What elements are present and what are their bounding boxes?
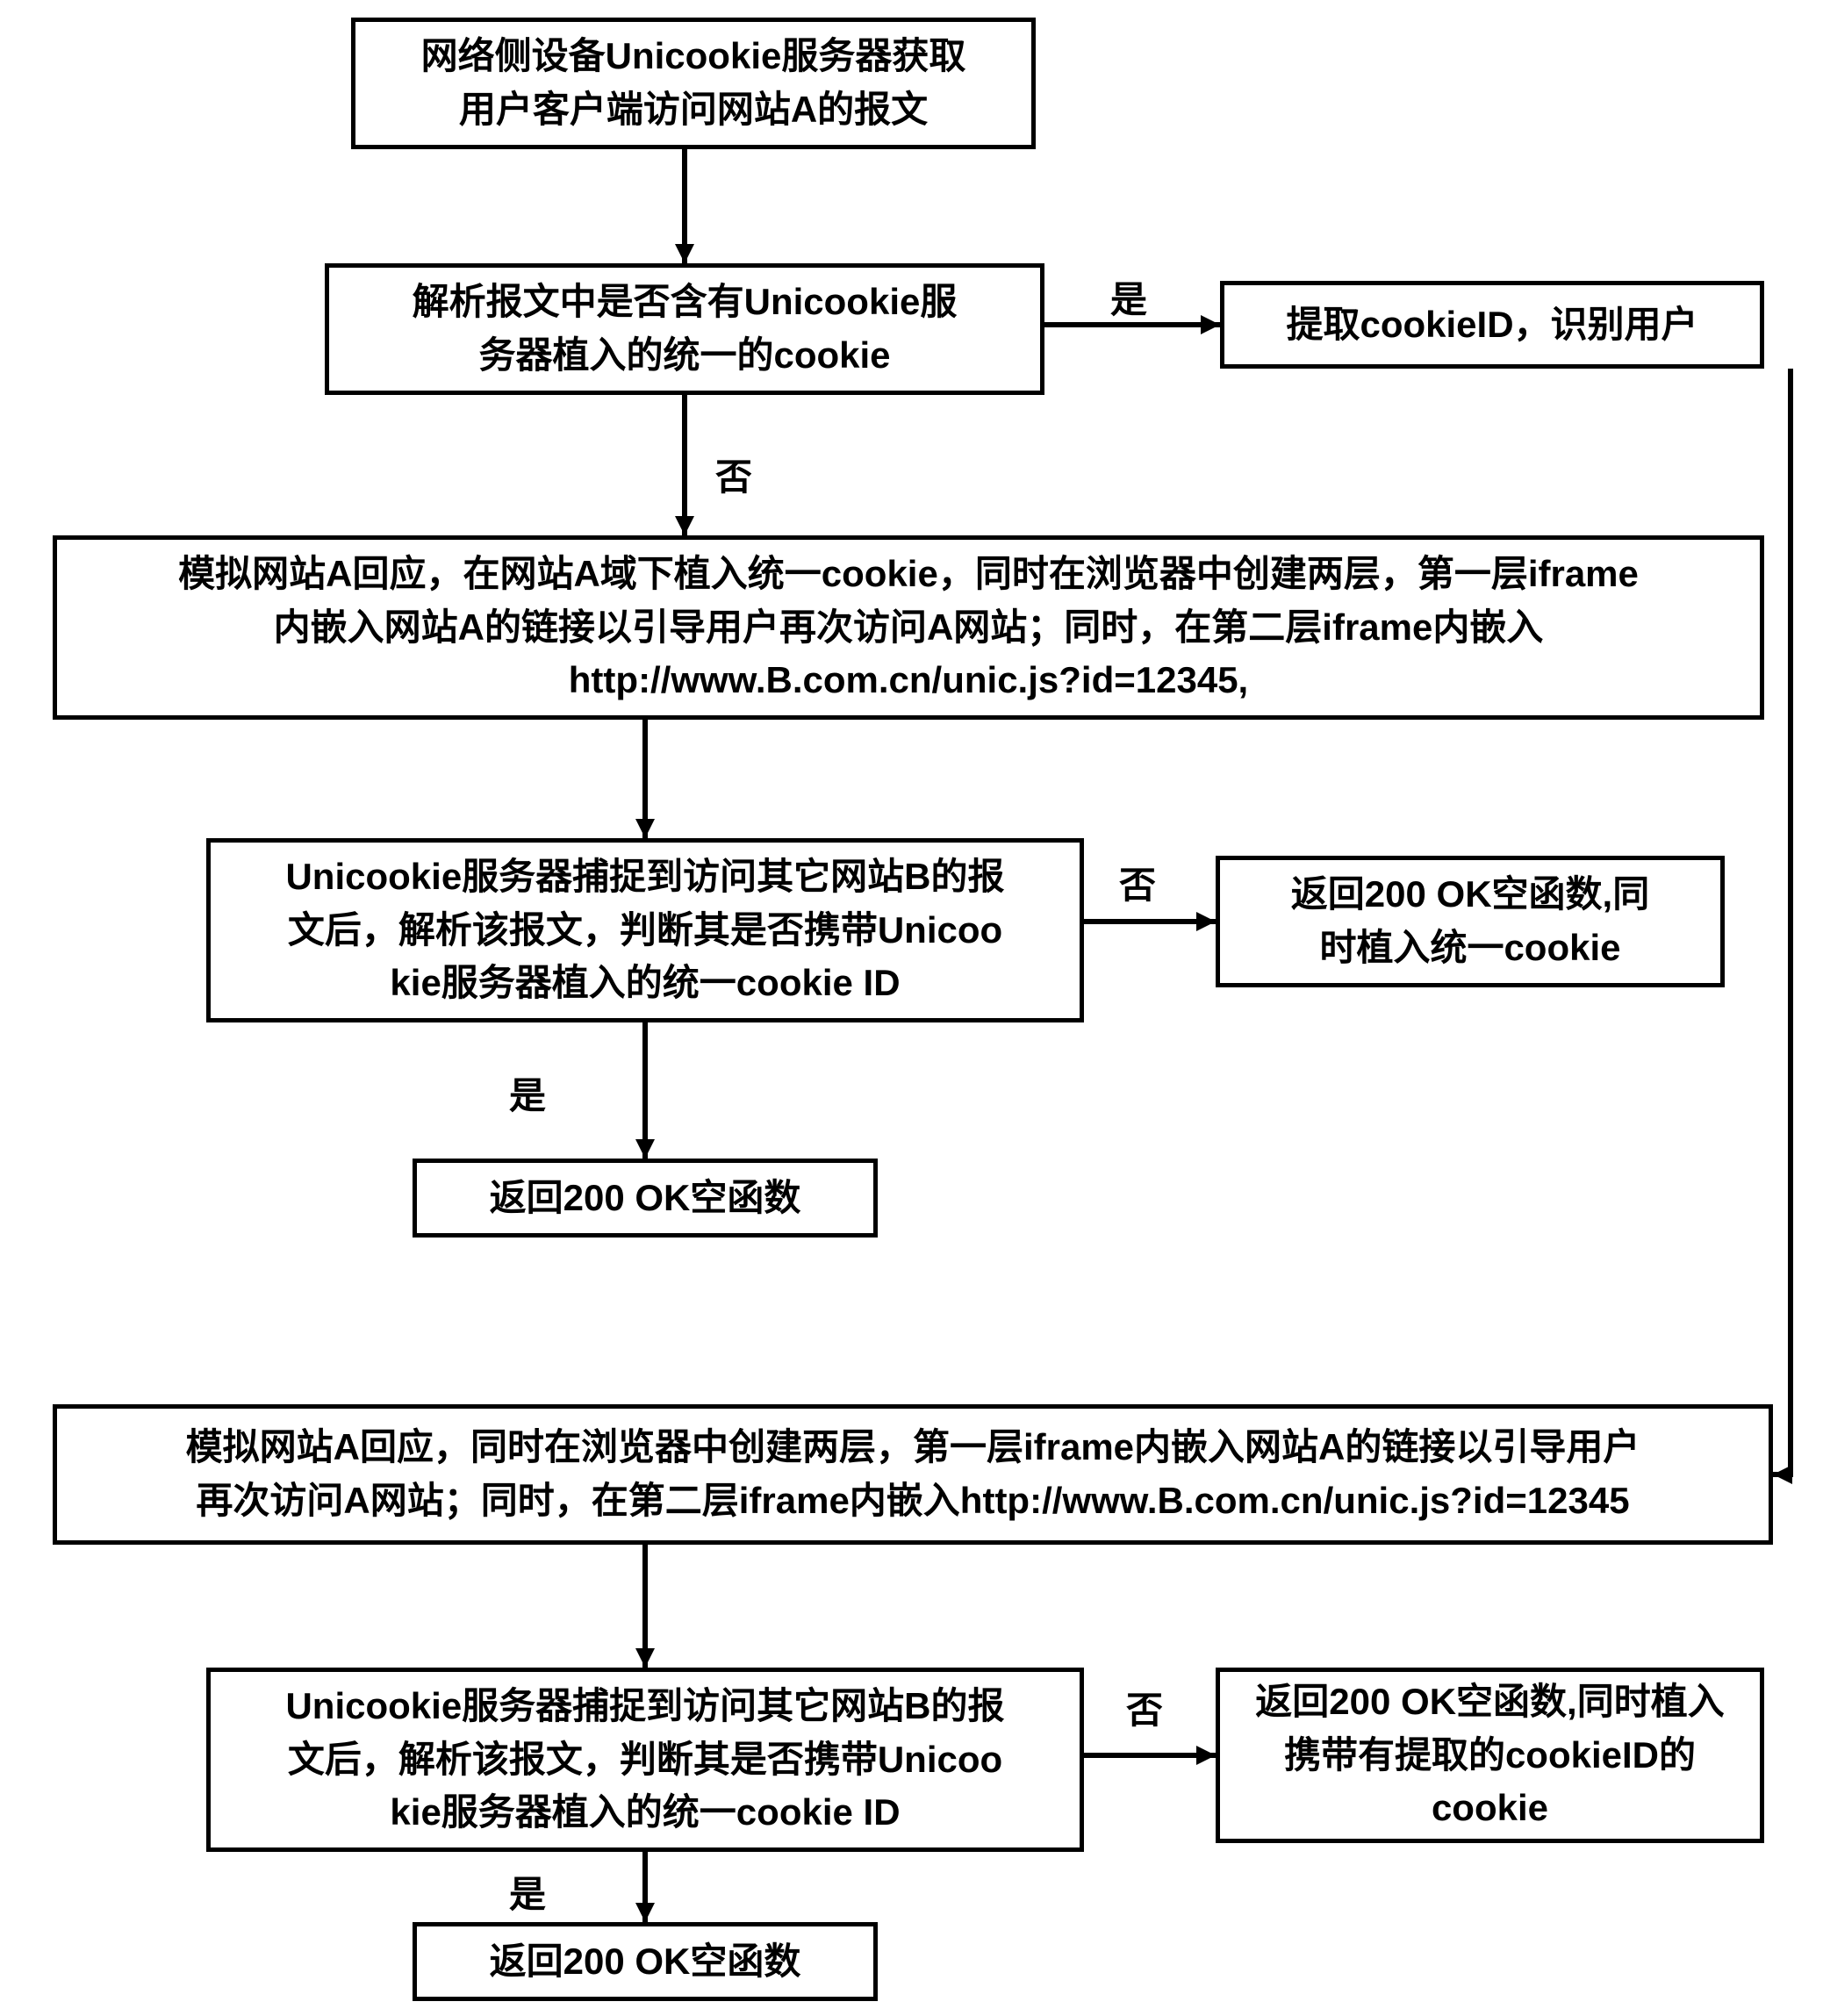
- edge-label: 否: [1126, 1681, 1163, 1734]
- flow-node-text: 提取cookieID，识别用户: [1286, 298, 1697, 352]
- flow-node-n11: 返回200 OK空函数: [413, 1922, 878, 2001]
- arrowhead-icon: [635, 819, 655, 838]
- arrowhead-icon: [635, 1648, 655, 1668]
- flow-node-text: 模拟网站A回应，同时在浏览器中创建两层，第一层iframe内嵌入网站A的链接以引…: [186, 1421, 1640, 1528]
- arrowhead-icon: [1201, 315, 1220, 334]
- flow-node-n8: 模拟网站A回应，同时在浏览器中创建两层，第一层iframe内嵌入网站A的链接以引…: [53, 1404, 1773, 1545]
- arrowhead-icon: [635, 1903, 655, 1922]
- flow-node-n2: 解析报文中是否含有Unicookie服 务器植入的统一的cookie: [325, 263, 1044, 395]
- flow-node-n4: 模拟网站A回应，在网站A域下植入统一cookie，同时在浏览器中创建两层，第一层…: [53, 535, 1764, 720]
- edge-label: 是: [1110, 270, 1147, 324]
- flow-node-n3: 提取cookieID，识别用户: [1220, 281, 1764, 369]
- edge-label: 否: [715, 448, 752, 501]
- flow-node-text: 模拟网站A回应，在网站A域下植入统一cookie，同时在浏览器中创建两层，第一层…: [178, 548, 1639, 708]
- flow-node-n1: 网络侧设备Unicookie服务器获取 用户客户端访问网站A的报文: [351, 18, 1036, 149]
- flow-node-n10: 返回200 OK空函数,同时植入 携带有提取的cookieID的 cookie: [1216, 1668, 1764, 1843]
- edge-label: 是: [509, 1066, 546, 1120]
- flow-edge-n3-n8: [1773, 369, 1791, 1474]
- flow-node-text: Unicookie服务器捕捉到访问其它网站B的报 文后，解析该报文，判断其是否携…: [285, 1680, 1004, 1840]
- flow-node-text: 返回200 OK空函数,同时植入 携带有提取的cookieID的 cookie: [1255, 1675, 1724, 1836]
- flow-node-n5: Unicookie服务器捕捉到访问其它网站B的报 文后，解析该报文，判断其是否携…: [206, 838, 1084, 1022]
- arrowhead-icon: [1196, 1746, 1216, 1765]
- arrowhead-icon: [635, 1139, 655, 1159]
- flow-node-n9: Unicookie服务器捕捉到访问其它网站B的报 文后，解析该报文，判断其是否携…: [206, 1668, 1084, 1852]
- flow-node-text: 网络侧设备Unicookie服务器获取 用户客户端访问网站A的报文: [421, 30, 966, 137]
- flow-node-n6: 返回200 OK空函数,同 时植入统一cookie: [1216, 856, 1725, 987]
- arrowhead-icon: [1773, 1465, 1792, 1484]
- flowchart-canvas: 网络侧设备Unicookie服务器获取 用户客户端访问网站A的报文解析报文中是否…: [18, 18, 1805, 1998]
- arrowhead-icon: [675, 244, 694, 263]
- flow-node-text: 返回200 OK空函数,同 时植入统一cookie: [1291, 868, 1649, 975]
- edge-label: 是: [509, 1865, 546, 1919]
- flow-node-n7: 返回200 OK空函数: [413, 1159, 878, 1238]
- arrowhead-icon: [675, 516, 694, 535]
- flow-node-text: Unicookie服务器捕捉到访问其它网站B的报 文后，解析该报文，判断其是否携…: [285, 850, 1004, 1011]
- arrowhead-icon: [1196, 912, 1216, 931]
- flow-node-text: 解析报文中是否含有Unicookie服 务器植入的统一的cookie: [413, 276, 958, 383]
- flow-node-text: 返回200 OK空函数: [490, 1935, 801, 1989]
- edge-label: 否: [1119, 856, 1156, 909]
- flow-node-text: 返回200 OK空函数: [490, 1172, 801, 1225]
